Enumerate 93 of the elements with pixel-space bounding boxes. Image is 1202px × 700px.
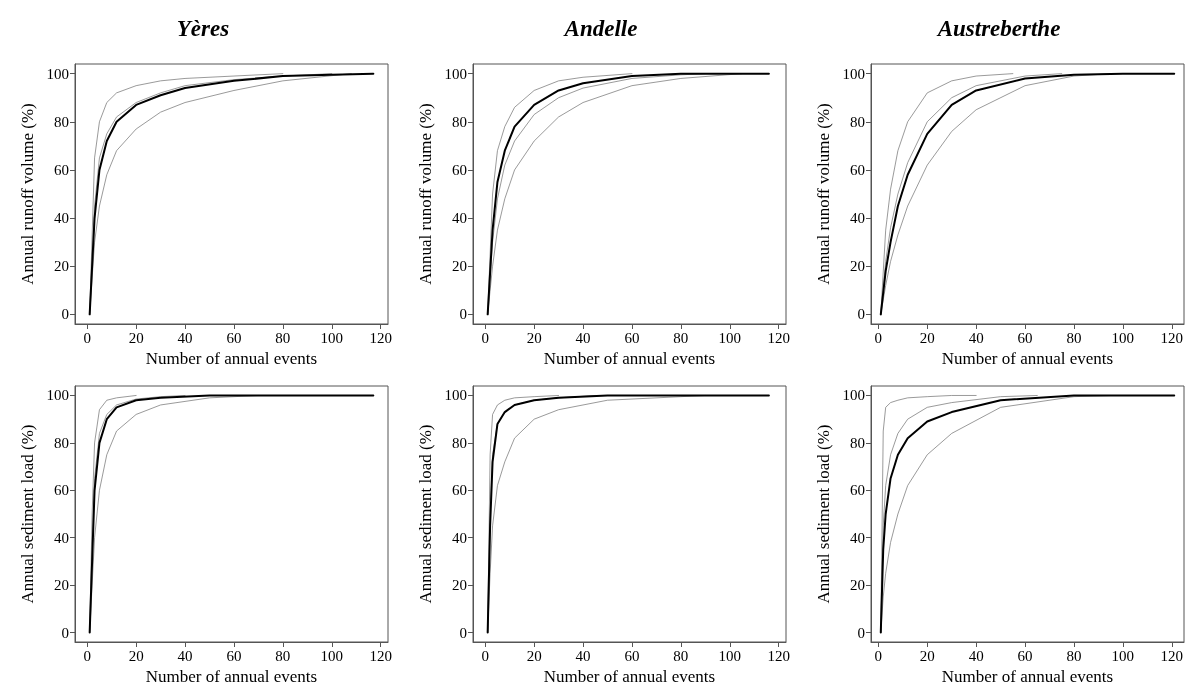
y-tick-label: 80 (850, 113, 865, 130)
y-tick-label: 20 (452, 258, 467, 275)
y-tick-label: 20 (850, 258, 865, 275)
x-tick-label: 0 (83, 329, 91, 346)
x-tick-label: 80 (1066, 647, 1082, 664)
x-tick-label: 40 (575, 647, 591, 664)
x-tick-label: 20 (919, 647, 935, 664)
y-tick-label: 100 (46, 387, 69, 404)
x-tick-label: 120 (1160, 647, 1184, 664)
y-tick-label: 40 (452, 529, 467, 546)
x-axis-title: Number of annual events (145, 348, 318, 368)
y-axis-title: Annual sediment load (%) (415, 424, 435, 604)
y-tick-label: 100 (444, 387, 467, 404)
x-tick-label: 60 (226, 329, 242, 346)
x-tick-label: 20 (919, 329, 935, 346)
x-axis-title: Number of annual events (941, 666, 1114, 686)
x-tick-label: 40 (177, 329, 193, 346)
x-axis-title: Number of annual events (941, 348, 1114, 368)
y-tick-label: 0 (857, 306, 865, 323)
x-tick-label: 120 (369, 647, 392, 664)
y-tick-label: 20 (54, 577, 69, 594)
y-tick-label: 0 (459, 306, 467, 323)
x-tick-label: 20 (128, 647, 144, 664)
x-tick-label: 20 (128, 329, 144, 346)
y-tick-label: 0 (857, 624, 865, 641)
y-axis-title: Annual sediment load (%) (813, 424, 833, 604)
y-tick-label: 20 (850, 577, 865, 594)
y-tick-label: 100 (842, 387, 865, 404)
chart-title: Andelle (562, 16, 638, 41)
y-tick-label: 60 (54, 482, 69, 499)
x-tick-label: 0 (874, 329, 883, 346)
x-tick-label: 80 (673, 329, 689, 346)
x-tick-label: 100 (320, 329, 344, 346)
y-axis-title: Annual runoff volume (%) (813, 103, 833, 285)
x-tick-label: 100 (320, 647, 344, 664)
x-tick-label: 20 (526, 647, 542, 664)
y-tick-label: 80 (54, 434, 69, 451)
chart-title: Yères (176, 16, 230, 41)
x-tick-label: 120 (767, 329, 790, 346)
x-tick-label: 120 (369, 329, 392, 346)
x-tick-label: 0 (874, 647, 883, 664)
y-axis-title: Annual runoff volume (%) (415, 103, 435, 285)
y-tick-label: 60 (452, 482, 467, 499)
x-tick-label: 120 (1160, 329, 1184, 346)
y-tick-label: 0 (61, 306, 69, 323)
x-tick-label: 100 (1111, 329, 1135, 346)
y-tick-label: 40 (452, 210, 467, 227)
y-tick-label: 60 (452, 161, 467, 178)
y-tick-label: 20 (54, 258, 69, 275)
x-tick-label: 20 (526, 329, 542, 346)
x-tick-label: 100 (718, 647, 742, 664)
y-tick-label: 80 (850, 434, 865, 451)
x-tick-label: 120 (767, 647, 790, 664)
x-tick-label: 40 (177, 647, 193, 664)
x-tick-label: 60 (1017, 329, 1033, 346)
x-tick-label: 80 (275, 329, 291, 346)
x-tick-label: 80 (673, 647, 689, 664)
x-tick-label: 80 (275, 647, 291, 664)
y-tick-label: 40 (850, 210, 865, 227)
x-tick-label: 0 (83, 647, 91, 664)
x-tick-label: 100 (1111, 647, 1135, 664)
y-tick-label: 60 (850, 482, 865, 499)
x-axis-title: Number of annual events (543, 666, 716, 686)
x-tick-label: 0 (481, 329, 489, 346)
y-tick-label: 40 (54, 210, 69, 227)
x-tick-label: 40 (968, 329, 984, 346)
x-tick-label: 60 (624, 329, 640, 346)
y-tick-label: 40 (54, 529, 69, 546)
y-tick-label: 0 (61, 624, 69, 641)
y-tick-label: 100 (46, 65, 69, 82)
x-tick-label: 60 (1017, 647, 1033, 664)
y-axis-title: Annual runoff volume (%) (17, 103, 37, 285)
y-tick-label: 80 (54, 113, 69, 130)
chart-title: Austreberthe (935, 16, 1061, 41)
x-tick-label: 40 (575, 329, 591, 346)
x-tick-label: 80 (1066, 329, 1082, 346)
y-tick-label: 60 (850, 161, 865, 178)
y-tick-label: 0 (459, 624, 467, 641)
y-tick-label: 40 (850, 529, 865, 546)
x-tick-label: 60 (226, 647, 242, 664)
x-tick-label: 60 (624, 647, 640, 664)
y-tick-label: 60 (54, 161, 69, 178)
y-tick-label: 80 (452, 113, 467, 130)
y-tick-label: 80 (452, 434, 467, 451)
y-tick-label: 100 (444, 65, 467, 82)
x-axis-title: Number of annual events (543, 348, 716, 368)
x-tick-label: 40 (968, 647, 984, 664)
y-axis-title: Annual sediment load (%) (17, 424, 37, 604)
y-tick-label: 100 (842, 65, 865, 82)
x-tick-label: 100 (718, 329, 742, 346)
x-tick-label: 0 (481, 647, 489, 664)
y-tick-label: 20 (452, 577, 467, 594)
x-axis-title: Number of annual events (145, 666, 318, 686)
